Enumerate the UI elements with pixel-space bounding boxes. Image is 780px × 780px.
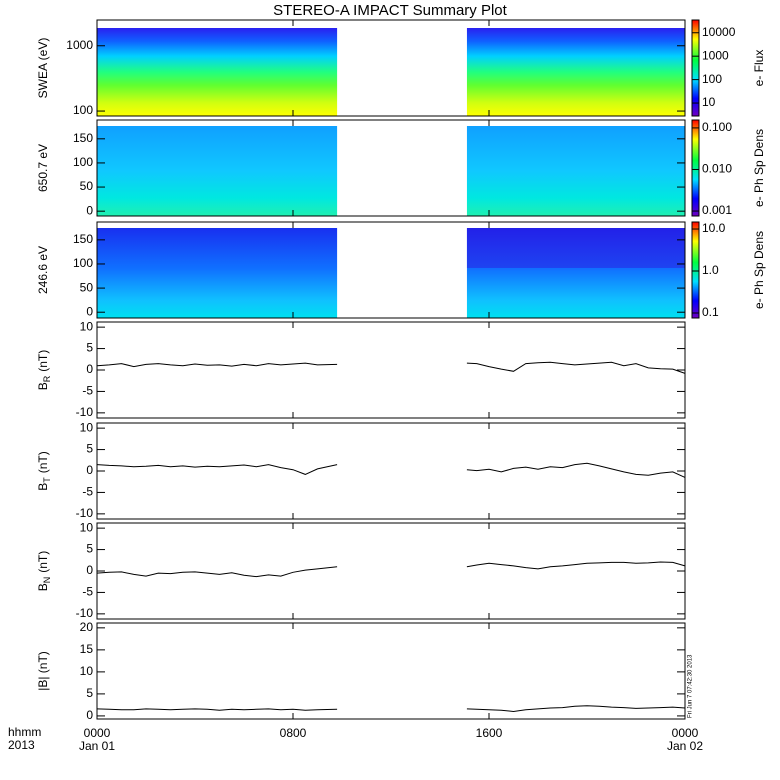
y-axis-label: 246.6 eV [36,246,50,294]
spectrogram-dark [466,228,685,268]
y-axis-label-sub: N [42,577,52,584]
y-tick-label: 150 [73,232,93,246]
colorbar-tick-label: 1000 [702,48,729,62]
y-axis-label: |B| (nT) [36,651,50,691]
y-tick-label: 0 [86,203,93,217]
y-axis-label-sub: R [42,375,52,382]
x-tick-label: 0000 [672,726,699,740]
y-tick-label: -10 [76,405,94,419]
panel-frame [96,522,686,620]
y-tick-label: 100 [73,103,93,117]
panel-frame [96,622,686,720]
y-tick-label: -5 [82,485,93,499]
y-axis-label-main: B [36,483,50,491]
y-tick-label: -10 [76,606,94,620]
panel-frame [96,321,686,419]
y-tick-label: 100 [73,155,93,169]
y-axis-label-main: B [36,382,50,390]
y-tick-label: 15 [80,642,94,656]
y-tick-label: 10 [80,664,94,678]
y-tick-label: 5 [86,686,93,700]
panel-frame [96,422,686,520]
timestamp: Fri Jun 7 07:42:30 2013 [688,654,694,718]
y-tick-label: 10 [80,520,94,534]
y-tick-label: 0 [86,563,93,577]
colorbar-tick-label: 10000 [702,25,736,39]
y-tick-label: 20 [80,620,94,634]
y-tick-label: 5 [86,542,93,556]
spectrogram [97,228,338,318]
y-axis-label-main: B [36,583,50,591]
y-axis-label-unit: (nT) [36,350,50,372]
spectrogram [466,28,685,116]
y-axis-label: 650.7 eV [36,144,50,192]
colorbar-tick-label: 10.0 [702,221,726,235]
y-tick-label: -10 [76,506,94,520]
x-tick-label: 0800 [280,726,307,740]
y-axis-label: SWEA (eV) [36,38,50,99]
colorbar-tick-label: 0.001 [702,203,732,217]
spectrogram [97,126,338,216]
colorbar-tick-label: 0.1 [702,305,719,319]
x-tick-label: 0000 [84,726,111,740]
y-tick-label: -5 [82,384,93,398]
panel-frame [96,221,686,319]
panel-frame [96,119,686,217]
x-units: hhmm [8,725,41,739]
y-tick-label: 150 [73,131,93,145]
y-tick-label: 0 [86,463,93,477]
chart-title: STEREO-A IMPACT Summary Plot [273,2,507,19]
data-line [96,361,686,374]
x-tick-label: 1600 [476,726,503,740]
colorbar-label: e- Flux [752,50,766,87]
y-axis-label: BR (nT) [36,350,52,391]
y-axis-label-unit: (nT) [36,551,50,573]
colorbar-label: e- Ph Sp Dens [752,231,766,309]
colorbar-tick-label: 1.0 [702,263,719,277]
y-tick-label: -5 [82,585,93,599]
x-units: 2013 [8,738,35,752]
spectrogram [466,228,685,318]
spectrogram [97,28,338,116]
data-line [96,462,686,478]
data-line [96,561,686,578]
y-tick-label: 50 [80,179,94,193]
y-axis-label: BN (nT) [36,551,52,592]
x-date-label: Jan 01 [79,739,115,753]
colorbar-tick-label: 100 [702,72,722,86]
colorbar-tick-label: 0.100 [702,120,732,134]
data-line [96,705,686,713]
y-tick-label: 10 [80,319,94,333]
colorbar-tick-label: 0.010 [702,162,732,176]
y-tick-label: 100 [73,256,93,270]
y-tick-label: 5 [86,442,93,456]
y-axis-label-unit: (nT) [36,451,50,473]
y-tick-label: 10 [80,420,94,434]
colorbar [691,19,700,117]
colorbar-label: e- Ph Sp Dens [752,129,766,207]
y-tick-label: 5 [86,341,93,355]
x-date-label: Jan 02 [667,739,703,753]
colorbar-tick-label: 10 [702,95,716,109]
panel-frame [96,19,686,117]
y-axis-label: BT (nT) [36,451,52,491]
y-tick-label: 50 [80,280,94,294]
y-tick-label: 0 [86,708,93,722]
colorbar [691,221,700,319]
y-axis-label-sub: T [42,477,52,483]
y-tick-label: 0 [86,304,93,318]
spectrogram [466,126,685,216]
y-tick-label: 0 [86,362,93,376]
y-tick-label: 1000 [66,38,93,52]
colorbar [691,119,700,217]
